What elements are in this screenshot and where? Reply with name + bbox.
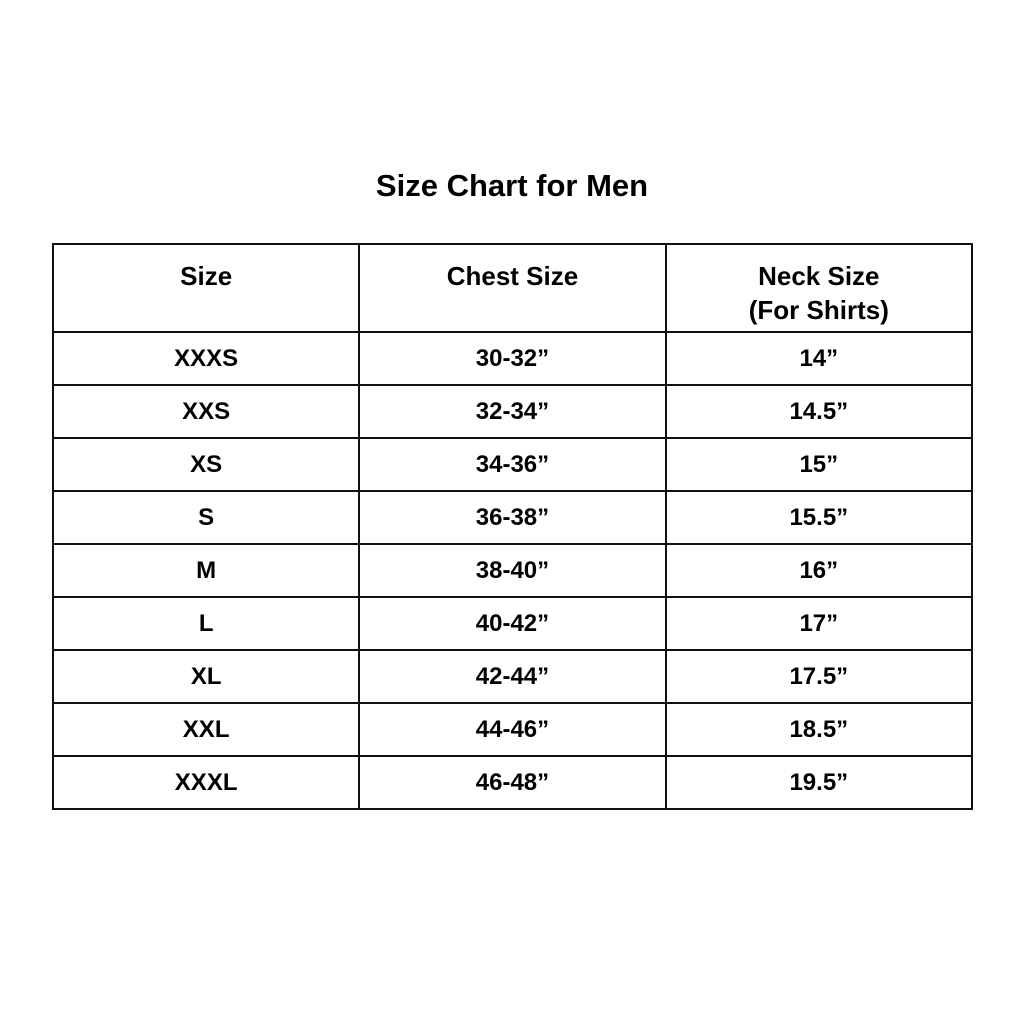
chest-size-cell: 44-46” (358, 702, 667, 757)
size-cell: S (51, 490, 361, 545)
chest-size-cell: 40-42” (358, 596, 667, 651)
chest-size-cell: 32-34” (358, 384, 667, 439)
size-cell: M (51, 543, 361, 598)
chest-size-cell: 30-32” (358, 331, 667, 386)
chest-size-cell: 36-38” (358, 490, 667, 545)
header-size: Size (51, 243, 361, 333)
size-chart-table: Size Chest Size Neck Size (For Shirts) XX… (51, 243, 974, 810)
size-cell: XXXS (51, 331, 361, 386)
page-title: Size Chart for Men (375, 168, 649, 203)
table-row: XS 34-36” 15” (51, 437, 974, 492)
header-neck-size: Neck Size (For Shirts) (664, 243, 974, 333)
chest-size-cell: 42-44” (358, 649, 667, 704)
size-cell: XXXL (51, 755, 361, 810)
neck-size-cell: 14.5” (664, 384, 974, 439)
size-cell: XXL (51, 702, 361, 757)
size-cell: XXS (51, 384, 361, 439)
neck-size-cell: 15.5” (664, 490, 974, 545)
neck-size-cell: 16” (664, 543, 974, 598)
size-cell: L (51, 596, 361, 651)
neck-size-cell: 18.5” (664, 702, 974, 757)
chest-size-cell: 34-36” (358, 437, 667, 492)
size-cell: XS (51, 437, 361, 492)
chest-size-cell: 38-40” (358, 543, 667, 598)
table-row: XXXS 30-32” 14” (51, 331, 974, 386)
table-row: XXL 44-46” 18.5” (51, 702, 974, 757)
table-row: XXXL 46-48” 19.5” (51, 755, 974, 810)
size-cell: XL (51, 649, 361, 704)
header-neck-size-note: (For Shirts) (748, 295, 889, 325)
header-row: Size Chest Size Neck Size (For Shirts) (51, 243, 974, 333)
table-row: L 40-42” 17” (51, 596, 974, 651)
chest-size-cell: 46-48” (358, 755, 667, 810)
neck-size-cell: 15” (664, 437, 974, 492)
table-row: S 36-38” 15.5” (51, 490, 974, 545)
table-row: XL 42-44” 17.5” (51, 649, 974, 704)
table-row: XXS 32-34” 14.5” (51, 384, 974, 439)
neck-size-cell: 19.5” (664, 755, 974, 810)
neck-size-cell: 17” (664, 596, 974, 651)
neck-size-cell: 17.5” (664, 649, 974, 704)
header-chest-size: Chest Size (358, 243, 667, 333)
neck-size-cell: 14” (664, 331, 974, 386)
table-row: M 38-40” 16” (51, 543, 974, 598)
